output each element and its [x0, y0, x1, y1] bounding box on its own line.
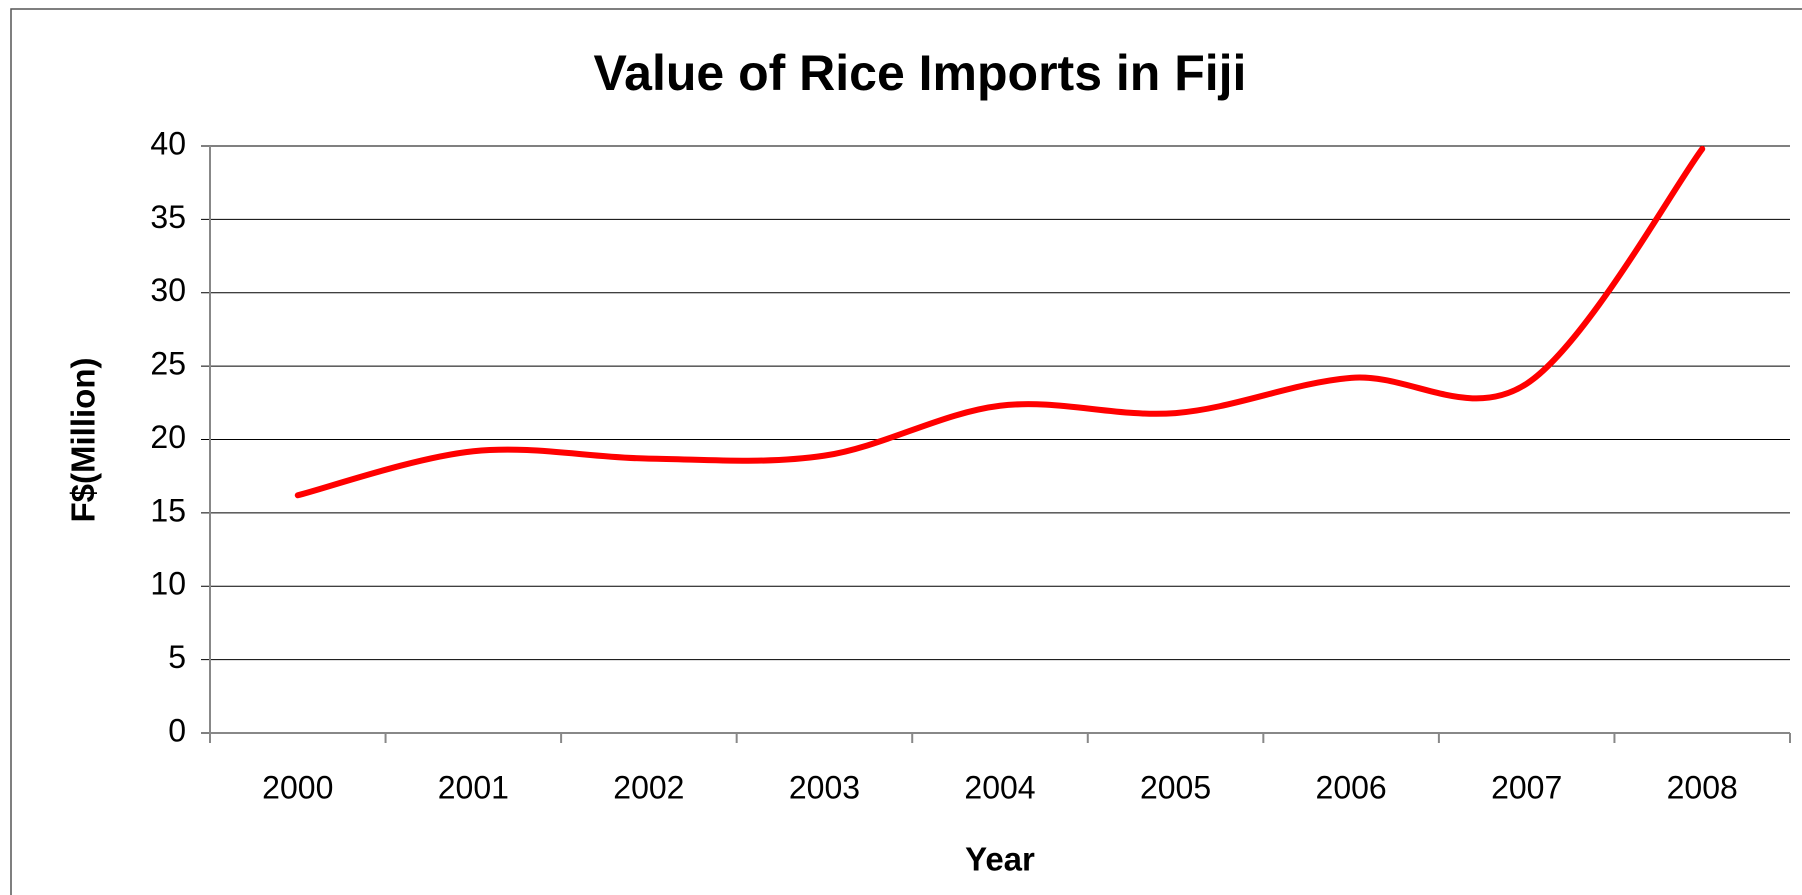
x-tick-label: 2003 [789, 769, 860, 805]
x-tick-label: 2001 [438, 769, 509, 805]
y-tick-label: 10 [150, 566, 186, 602]
y-tick-label: 35 [150, 199, 186, 235]
y-tick-label: 5 [168, 639, 186, 675]
y-tick-label: 0 [168, 712, 186, 748]
x-tick-label: 2006 [1316, 769, 1387, 805]
chart-title: Value of Rice Imports in Fiji [594, 45, 1247, 101]
x-tick-label: 2000 [262, 769, 333, 805]
y-tick-label: 40 [150, 125, 186, 161]
x-tick-label: 2005 [1140, 769, 1211, 805]
y-tick-label: 25 [150, 346, 186, 382]
y-tick-label: 30 [150, 272, 186, 308]
y-tick-label: 15 [150, 492, 186, 528]
data-line [294, 145, 1706, 499]
x-tick-label: 2007 [1491, 769, 1562, 805]
x-tick-label: 2004 [964, 769, 1035, 805]
x-tick-label: 2008 [1667, 769, 1738, 805]
x-tick-label: 2002 [613, 769, 684, 805]
y-tick-label: 20 [150, 419, 186, 455]
x-axis-label: Year [965, 841, 1035, 878]
chart-frame [10, 8, 1802, 895]
y-axis-label: F$(Million) [65, 358, 102, 523]
